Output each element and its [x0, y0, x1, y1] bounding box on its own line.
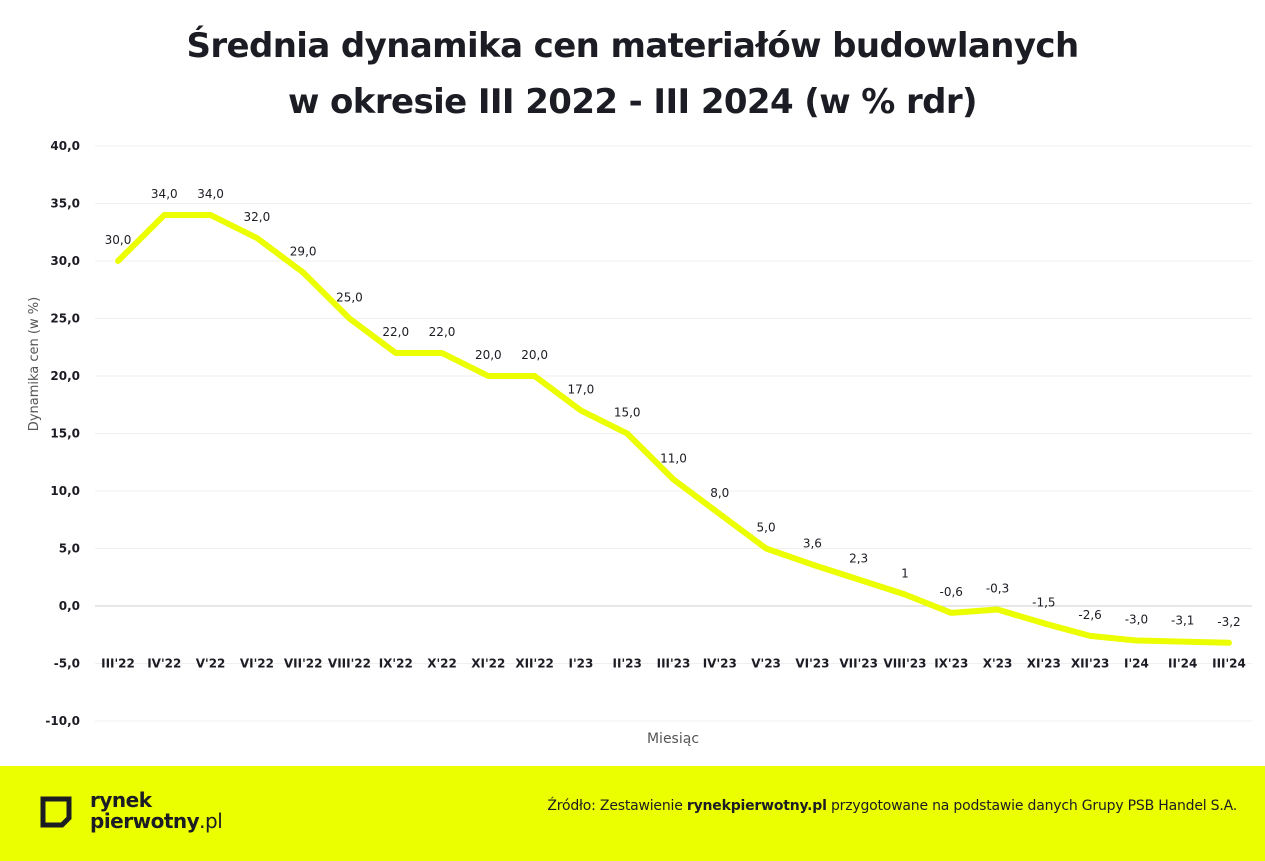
logo-wordmark: rynek pierwotny.pl — [90, 788, 223, 833]
x-tick-label: IX'22 — [379, 657, 413, 671]
x-tick-label: IV'22 — [147, 657, 181, 671]
source-note: Źródło: Zestawienie rynekpierwotny.pl pr… — [547, 798, 1237, 814]
y-tick-label: 35,0 — [50, 197, 80, 211]
y-tick-label: 25,0 — [50, 312, 80, 326]
y-tick-label: -5,0 — [54, 657, 80, 671]
footer-bar: rynek pierwotny.pl Źródło: Zestawienie r… — [0, 766, 1265, 861]
logo-line2-bold: pierwotny — [90, 809, 200, 833]
data-label: 34,0 — [197, 187, 224, 201]
x-tick-label: VII'23 — [839, 657, 878, 671]
y-tick-label: 0,0 — [59, 599, 80, 613]
x-tick-label: XII'23 — [1071, 657, 1110, 671]
x-axis-ticks: III'22 IV'22 V'22 VI'22 VII'22 VIII'22 IX'22 X'… — [101, 657, 1246, 671]
x-tick-label: XI'22 — [471, 657, 505, 671]
chart-title-line1: Średnia dynamika cen materiałów budowlan… — [186, 26, 1079, 66]
data-label: 22,0 — [429, 325, 456, 339]
x-tick-label: VI'23 — [795, 657, 829, 671]
logo-line1: rynek — [90, 788, 152, 812]
data-label: 30,0 — [105, 233, 132, 247]
data-label: 15,0 — [614, 406, 641, 420]
source-suffix: przygotowane na podstawie danych Grupy P… — [826, 798, 1237, 814]
data-label: 22,0 — [382, 325, 409, 339]
data-label: 20,0 — [521, 348, 548, 362]
data-label: 8,0 — [710, 486, 729, 500]
data-labels: 30,0 34,0 34,0 32,0 29,0 25,0 22,0 22,0 20,0 20,0… — [105, 187, 1241, 629]
x-tick-label: II'24 — [1168, 657, 1197, 671]
x-tick-label: VII'22 — [284, 657, 323, 671]
x-tick-label: II'23 — [613, 657, 642, 671]
data-label: 1 — [901, 567, 909, 581]
x-tick-label: VIII'23 — [883, 657, 926, 671]
line-chart: 40,035,030,025,020,015,010,05,00,0-5,0-1… — [27, 139, 1252, 747]
x-tick-label: VI'22 — [240, 657, 274, 671]
data-label: 29,0 — [290, 245, 317, 259]
y-tick-label: 15,0 — [50, 427, 80, 441]
logo-mark-icon — [40, 796, 72, 828]
logo-line2-suffix: .pl — [199, 809, 223, 833]
chart-title-line2: w okresie III 2022 - III 2024 (w % rdr) — [288, 82, 978, 122]
source-link[interactable]: rynekpierwotny.pl — [686, 798, 827, 814]
x-tick-label: IV'23 — [703, 657, 737, 671]
x-tick-label: VIII'22 — [328, 657, 371, 671]
x-tick-label: V'22 — [196, 657, 226, 671]
data-label: 3,6 — [803, 537, 822, 551]
data-label: 5,0 — [757, 521, 776, 535]
logo-line2: pierwotny.pl — [90, 809, 223, 833]
source-prefix: Źródło: Zestawienie — [547, 798, 687, 814]
x-tick-label: V'23 — [751, 657, 781, 671]
data-label: 17,0 — [568, 383, 595, 397]
y-axis-title: Dynamika cen (w %) — [27, 297, 42, 431]
y-tick-label: 30,0 — [50, 254, 80, 268]
gridlines — [95, 145, 1252, 722]
data-label: -0,3 — [986, 581, 1009, 595]
data-label: -3,2 — [1217, 615, 1240, 629]
data-label: -3,0 — [1125, 613, 1148, 627]
data-label: 20,0 — [475, 348, 502, 362]
x-tick-label: XII'22 — [515, 657, 554, 671]
y-tick-label: -10,0 — [45, 714, 80, 728]
y-tick-label: 5,0 — [59, 542, 80, 556]
y-tick-label: 20,0 — [50, 369, 80, 383]
x-tick-label: III'22 — [101, 657, 135, 671]
data-label: 2,3 — [849, 552, 868, 566]
x-tick-label: III'24 — [1212, 657, 1246, 671]
data-label: -2,6 — [1078, 608, 1101, 622]
data-label: 25,0 — [336, 291, 363, 305]
x-axis-title: Miesiąc — [647, 731, 699, 747]
y-axis-ticks: 40,0 35,0 30,0 25,0 20,0 15,0 10,0 5,0 0,0 -5,0 -1… — [45, 139, 80, 728]
x-tick-label: X'22 — [427, 657, 457, 671]
series-line — [115, 212, 1232, 646]
data-label: 11,0 — [660, 452, 687, 466]
x-tick-label: I'24 — [1124, 657, 1149, 671]
x-tick-label: IX'23 — [934, 657, 968, 671]
x-tick-label: I'23 — [568, 657, 593, 671]
data-label: -0,6 — [940, 585, 963, 599]
y-tick-label: 40,0 — [50, 139, 80, 153]
data-label: -3,1 — [1171, 614, 1194, 628]
chart-title: Średnia dynamika cen materiałów budowlan… — [0, 18, 1265, 130]
x-tick-label: III'23 — [657, 657, 691, 671]
data-label: -1,5 — [1032, 595, 1055, 609]
y-tick-label: 10,0 — [50, 484, 80, 498]
x-tick-label: X'23 — [983, 657, 1013, 671]
data-label: 32,0 — [244, 210, 271, 224]
x-tick-label: XI'23 — [1027, 657, 1061, 671]
data-label: 34,0 — [151, 187, 178, 201]
